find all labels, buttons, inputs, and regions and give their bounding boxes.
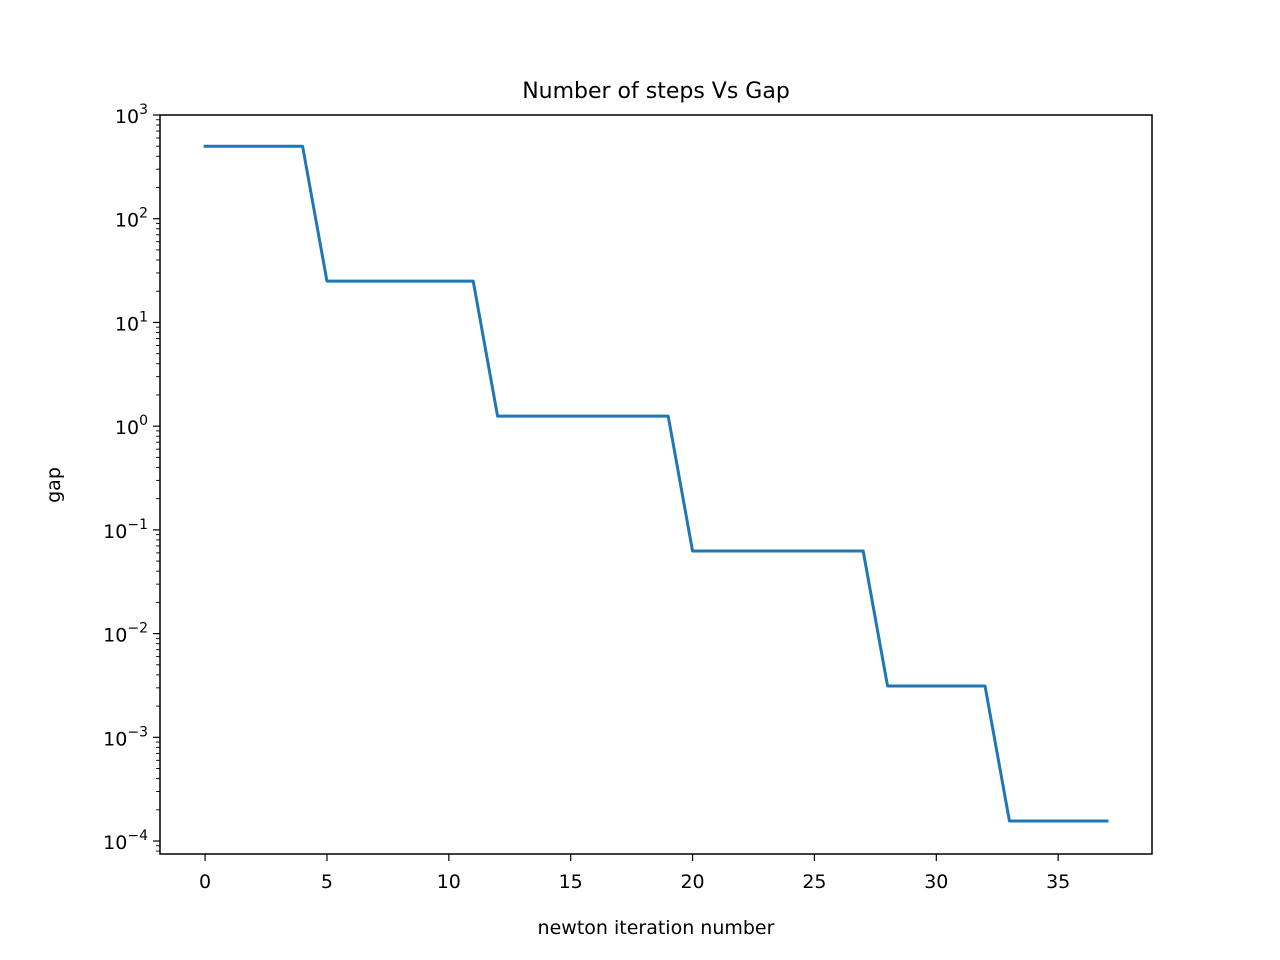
y-tick-label: 100 [115,413,148,439]
series-line [203,144,1109,823]
plot-area: 0 5 10 15 20 25 30 35 10−4 10−3 10−2 10−1 100 101 102 1… [103,102,1153,893]
y-tick-label: 10−4 [103,828,148,854]
x-axis-label: newton iteration number [538,917,775,939]
y-tick-label: 10−2 [103,621,148,647]
y-tick-label: 101 [115,309,148,335]
x-tick-label: 35 [1046,871,1070,893]
x-tick-label: 25 [802,871,826,893]
x-tick-label: 10 [437,871,461,893]
x-tick-label: 20 [680,871,704,893]
x-tick-label: 30 [924,871,948,893]
axes-frame [159,114,1153,855]
chart-title: Number of steps Vs Gap [522,79,790,104]
y-tick-label: 10−1 [103,517,148,543]
x-tick-label: 0 [199,871,211,893]
y-tick-label: 103 [115,102,148,128]
x-tick-label: 5 [321,871,333,893]
x-tick-label: 15 [559,871,583,893]
y-tick-label: 102 [115,206,148,232]
y-tick-label: 10−3 [103,724,148,750]
y-axis-label: gap [43,467,65,503]
